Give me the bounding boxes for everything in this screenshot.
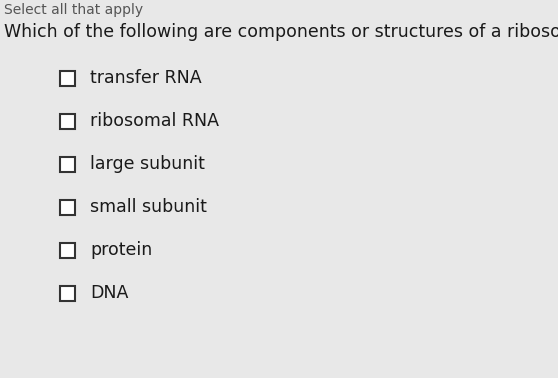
FancyBboxPatch shape xyxy=(60,243,75,257)
Text: protein: protein xyxy=(90,241,152,259)
Text: transfer RNA: transfer RNA xyxy=(90,69,201,87)
FancyBboxPatch shape xyxy=(60,156,75,172)
FancyBboxPatch shape xyxy=(60,285,75,301)
FancyBboxPatch shape xyxy=(60,113,75,129)
Text: large subunit: large subunit xyxy=(90,155,205,173)
Text: ribosomal RNA: ribosomal RNA xyxy=(90,112,219,130)
Text: Which of the following are components or structures of a ribosome?: Which of the following are components or… xyxy=(4,23,558,41)
Text: DNA: DNA xyxy=(90,284,128,302)
Text: small subunit: small subunit xyxy=(90,198,207,216)
Text: Select all that apply: Select all that apply xyxy=(4,3,143,17)
FancyBboxPatch shape xyxy=(60,71,75,85)
FancyBboxPatch shape xyxy=(60,200,75,214)
